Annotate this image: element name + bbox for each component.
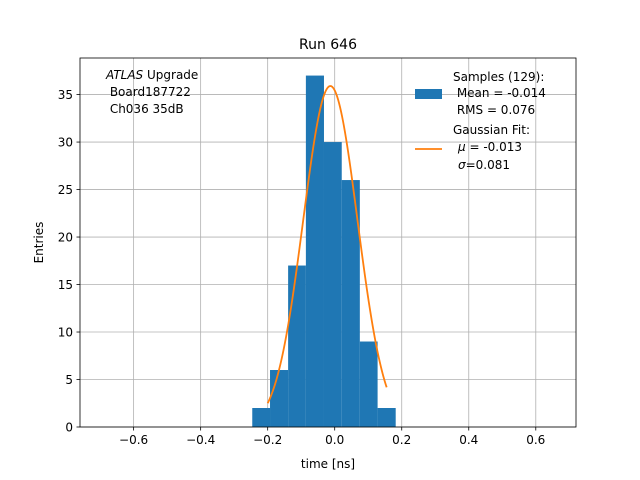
x-tick-label: 0.2 — [392, 433, 411, 447]
legend-fit-mu: μ = -0.013 — [457, 140, 522, 154]
legend-fit-title: Gaussian Fit: — [453, 123, 530, 137]
legend-mu-symbol: μ — [457, 140, 466, 154]
legend-samples-line-3: RMS = 0.076 — [453, 103, 535, 117]
histogram-bar — [377, 408, 396, 427]
gaussian-fit-curve — [266, 85, 388, 404]
legend-sigma-value: =0.081 — [466, 158, 510, 172]
axis-ticks: −0.6 −0.4 −0.2 0.0 0.2 0.4 0.6 0 5 10 15 20 25 30 35 — [58, 88, 546, 447]
legend-samples-line-2: Mean = -0.014 — [453, 86, 546, 100]
legend: Samples (129): Mean = -0.014 RMS = 0.076… — [415, 70, 546, 172]
legend-mu-value: = -0.013 — [466, 140, 522, 154]
legend-fit-sigma: σ=0.081 — [458, 158, 510, 172]
histogram-bar — [323, 142, 342, 427]
annotation-atlas: ATLAS — [105, 68, 144, 82]
legend-samples-swatch — [415, 89, 442, 99]
atlas-annotation: ATLAS Upgrade Board187722 Ch036 35dB — [105, 68, 198, 116]
x-tick-label: −0.6 — [119, 433, 148, 447]
x-tick-label: −0.2 — [253, 433, 282, 447]
y-tick-label: 20 — [58, 230, 73, 244]
histogram-bar — [288, 265, 306, 427]
x-tick-label: 0.6 — [526, 433, 545, 447]
annotation-upgrade: Upgrade — [143, 68, 198, 82]
y-tick-label: 5 — [65, 373, 73, 387]
y-tick-label: 35 — [58, 88, 73, 102]
y-tick-label: 15 — [58, 278, 73, 292]
annotation-line-1: ATLAS Upgrade — [105, 68, 198, 82]
y-tick-label: 0 — [65, 420, 73, 434]
plot-frame — [79, 57, 577, 428]
gaussian-fit — [266, 85, 388, 404]
x-axis-label: time [ns] — [301, 457, 355, 471]
y-tick-label: 10 — [58, 325, 73, 339]
histogram-bar — [341, 180, 360, 427]
histogram-bar — [305, 75, 324, 428]
chart-title: Run 646 — [299, 37, 357, 53]
legend-sigma-symbol: σ — [458, 158, 466, 172]
annotation-line-2: Board187722 — [106, 85, 191, 99]
y-tick-label: 25 — [58, 183, 73, 197]
histogram-bar — [252, 408, 271, 427]
histogram-bar — [359, 341, 378, 427]
histogram-bars — [252, 75, 396, 428]
x-tick-label: 0.0 — [325, 433, 344, 447]
y-tick-label: 30 — [58, 135, 73, 149]
legend-samples-line-1: Samples (129): — [453, 70, 544, 84]
x-tick-label: −0.4 — [186, 433, 215, 447]
x-tick-label: 0.4 — [459, 433, 478, 447]
annotation-line-3: Ch036 35dB — [106, 102, 184, 116]
y-axis-label: Entries — [32, 222, 46, 264]
histogram-bar — [270, 370, 289, 427]
